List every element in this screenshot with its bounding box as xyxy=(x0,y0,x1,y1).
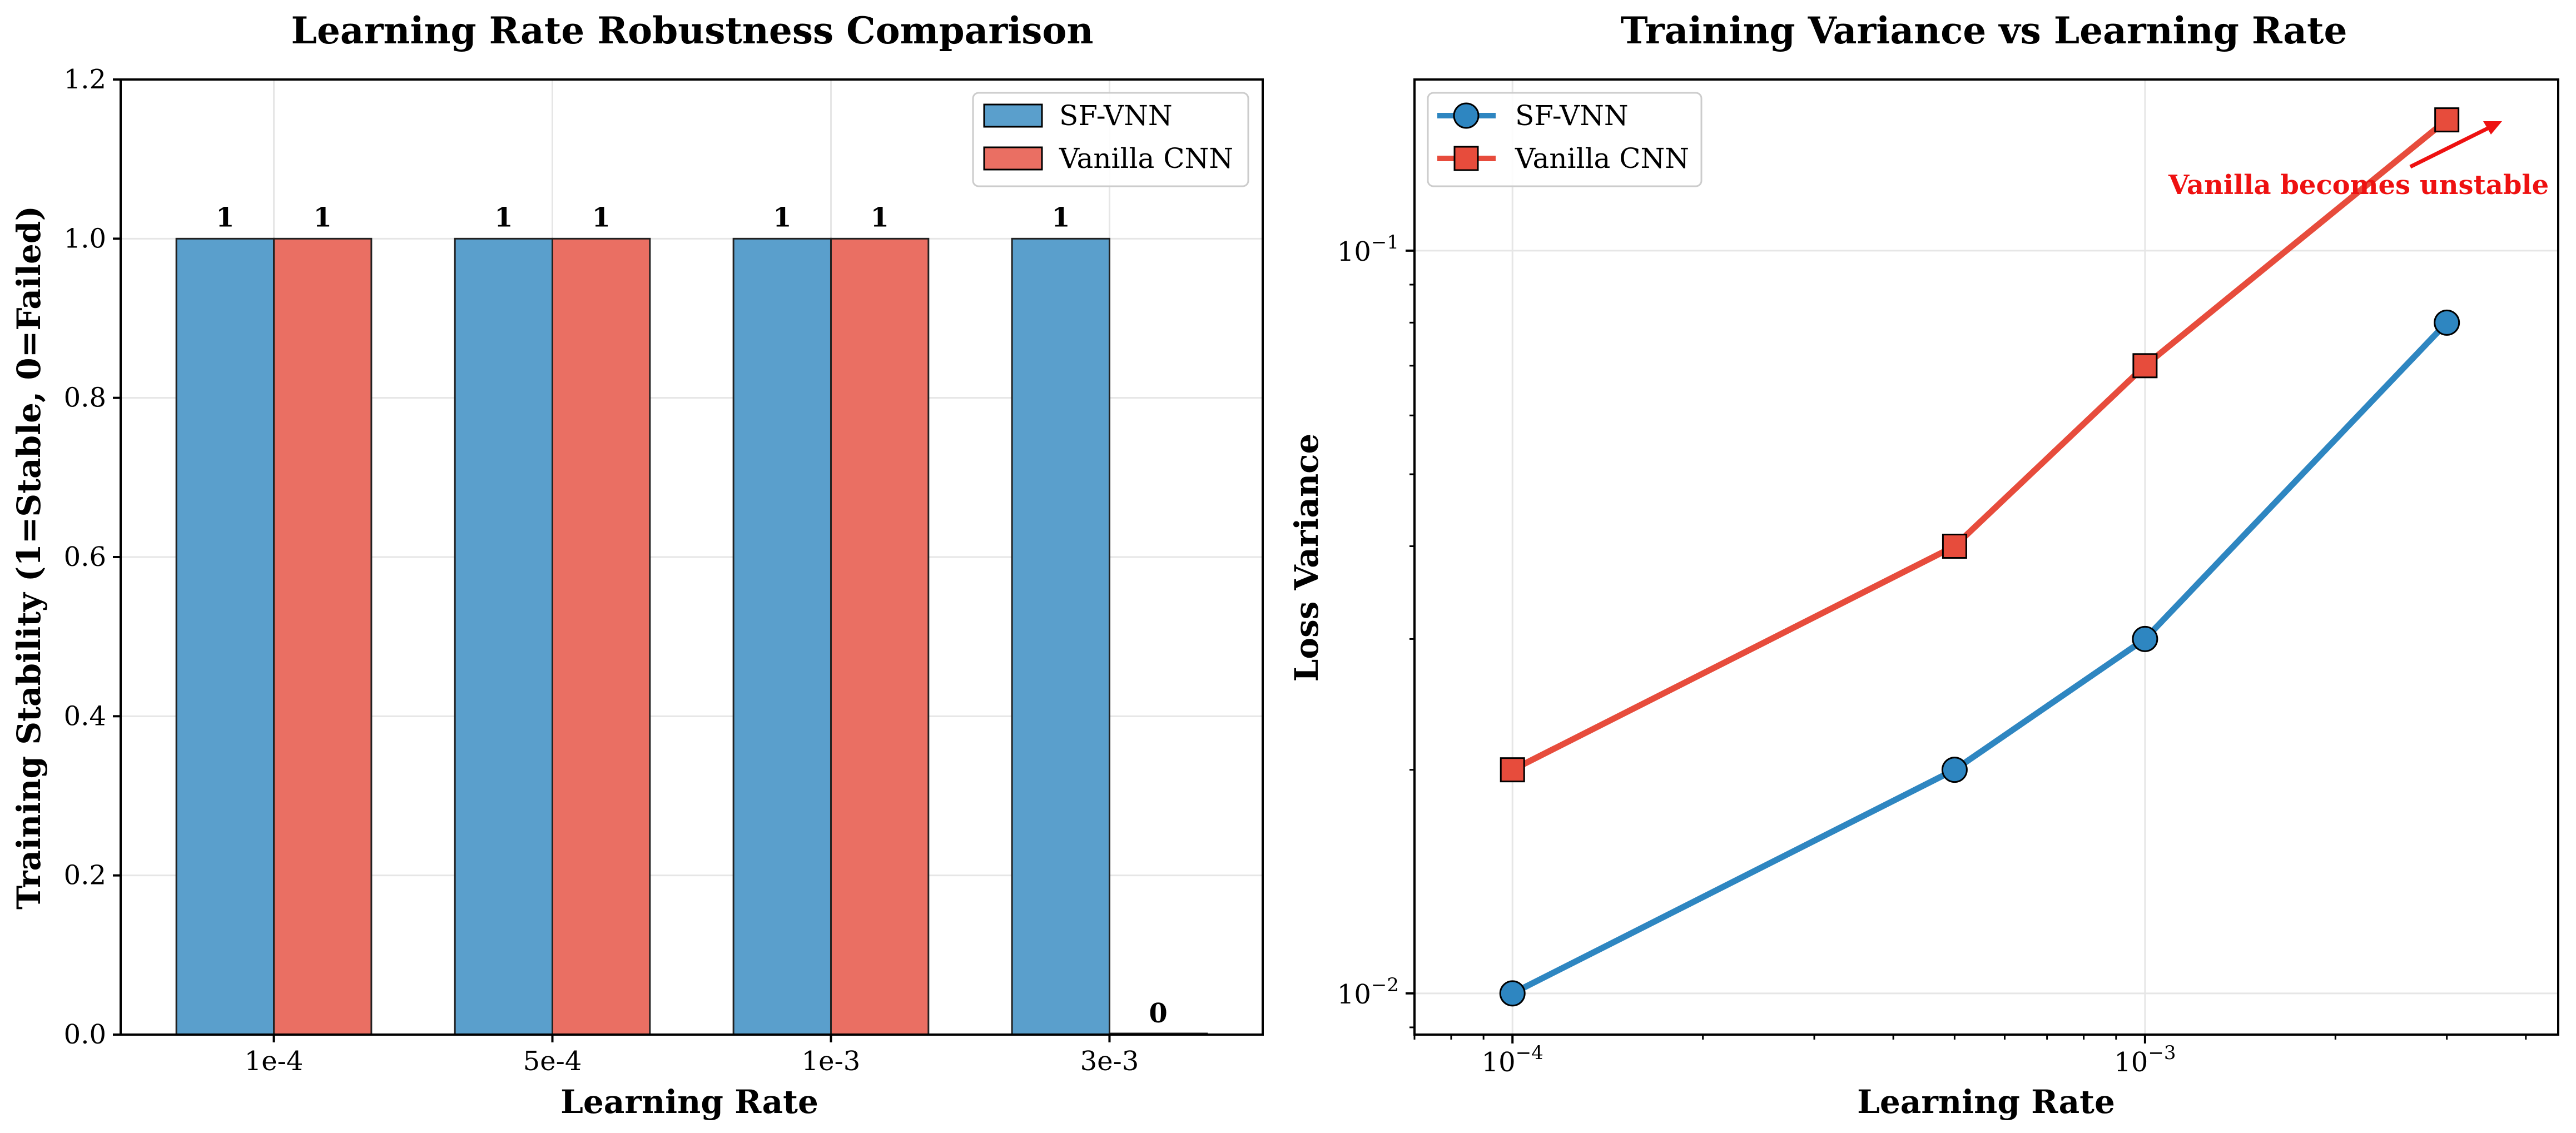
right-y-tick-label: 10−2 xyxy=(1337,974,1399,1010)
legend-label-vanilla: Vanilla CNN xyxy=(1059,142,1233,175)
left-y-tick-label: 0.4 xyxy=(64,700,106,732)
bar-value-label: 1 xyxy=(592,202,610,233)
left-y-ticks: 0.0 0.2 0.4 0.6 0.8 1.0 1.2 xyxy=(64,64,121,1050)
left-y-axis-label: Training Stability (1=Stable, 0=Failed) xyxy=(10,206,48,910)
right-series-lines xyxy=(1511,117,2449,996)
left-y-tick-label: 0.6 xyxy=(64,541,106,573)
right-x-ticks: 10−4 10−3 xyxy=(1413,1035,2527,1078)
right-gridlines xyxy=(1414,79,2558,1035)
data-point-vanilla xyxy=(1942,534,1967,559)
bar-vanilla xyxy=(830,237,930,1036)
left-x-axis-label: Learning Rate xyxy=(560,1083,818,1121)
legend-marker-sfvnn xyxy=(1453,102,1480,129)
data-point-vanilla xyxy=(2132,353,2158,379)
bar-vanilla xyxy=(273,237,373,1036)
right-x-tick-label: 10−4 xyxy=(1482,1042,1543,1078)
annotation-arrow-shaft xyxy=(2409,123,2494,169)
data-point-sfvnn xyxy=(2434,309,2460,336)
data-point-sfvnn xyxy=(2132,625,2158,652)
legend-swatch-vanilla xyxy=(983,146,1043,171)
right-x-axis-label: Learning Rate xyxy=(1857,1083,2115,1121)
legend-swatch-sfvnn xyxy=(983,103,1043,128)
left-x-tick-label: 5e-4 xyxy=(523,1046,582,1077)
left-x-ticks: 1e-4 5e-4 1e-3 3e-3 xyxy=(245,1035,1139,1077)
legend-label-sfvnn: SF-VNN xyxy=(1059,100,1173,132)
bar-value-label: 1 xyxy=(773,202,791,233)
series-line-sfvnn xyxy=(1511,320,2449,996)
left-x-tick-label: 3e-3 xyxy=(1080,1046,1139,1077)
bar-value-label: 1 xyxy=(1051,202,1070,233)
right-chart-title: Training Variance vs Learning Rate xyxy=(1621,9,2347,52)
bar-sfvnn xyxy=(732,237,832,1036)
left-x-tick-label: 1e-4 xyxy=(245,1046,304,1077)
bar-value-label: 1 xyxy=(870,202,889,233)
right-axes-frame xyxy=(1413,78,2559,1036)
legend-label-vanilla-right: Vanilla CNN xyxy=(1515,142,1689,175)
annotation-text: Vanilla becomes unstable xyxy=(2168,170,2549,201)
bar-sfvnn xyxy=(1011,237,1110,1036)
left-y-tick-label: 1.2 xyxy=(64,64,106,95)
annotation-arrow-head xyxy=(2483,121,2502,135)
bar-value-label: 1 xyxy=(314,202,332,233)
data-point-sfvnn xyxy=(1499,980,1526,1007)
left-y-tick-label: 0.2 xyxy=(64,860,106,891)
right-y-tick-label: 10−1 xyxy=(1337,231,1399,267)
left-chart-title: Learning Rate Robustness Comparison xyxy=(291,9,1094,52)
left-y-tick-label: 1.0 xyxy=(64,223,106,254)
data-point-vanilla xyxy=(1500,757,1525,783)
right-series-markers xyxy=(1499,107,2460,1007)
right-x-tick-label: 10−3 xyxy=(2114,1042,2176,1078)
data-point-sfvnn xyxy=(1941,757,1968,783)
variance-line-chart: Training Variance vs Learning Rate 10−21… xyxy=(1288,9,2559,1121)
right-legend-box xyxy=(1427,92,1703,187)
data-point-vanilla xyxy=(2434,107,2460,133)
right-y-axis-label: Loss Variance xyxy=(1288,434,1326,682)
bar-value-label: 0 xyxy=(1149,998,1167,1029)
left-y-tick-label: 0.0 xyxy=(64,1019,106,1050)
bar-vanilla xyxy=(552,237,651,1036)
legend-label-sfvnn-right: SF-VNN xyxy=(1515,100,1629,132)
left-x-tick-label: 1e-3 xyxy=(802,1046,861,1077)
legend-marker-vanilla xyxy=(1453,146,1479,171)
bar-value-label: 1 xyxy=(494,202,513,233)
left-bars xyxy=(175,237,1208,1036)
bar-sfvnn xyxy=(175,237,275,1036)
left-y-tick-label: 0.8 xyxy=(64,382,106,414)
left-bar-value-labels: 1 1 1 1 1 1 1 0 xyxy=(216,202,1168,1029)
vanilla-unstable-annotation: Vanilla becomes unstable xyxy=(2168,121,2549,201)
series-line-vanilla xyxy=(1511,117,2449,773)
bar-value-label: 1 xyxy=(216,202,234,233)
bar-sfvnn xyxy=(454,237,554,1036)
left-legend: SF-VNN Vanilla CNN xyxy=(972,92,1249,187)
right-y-ticks: 10−2 10−1 xyxy=(1337,231,1414,1028)
right-legend: SF-VNN Vanilla CNN xyxy=(1427,92,1703,187)
